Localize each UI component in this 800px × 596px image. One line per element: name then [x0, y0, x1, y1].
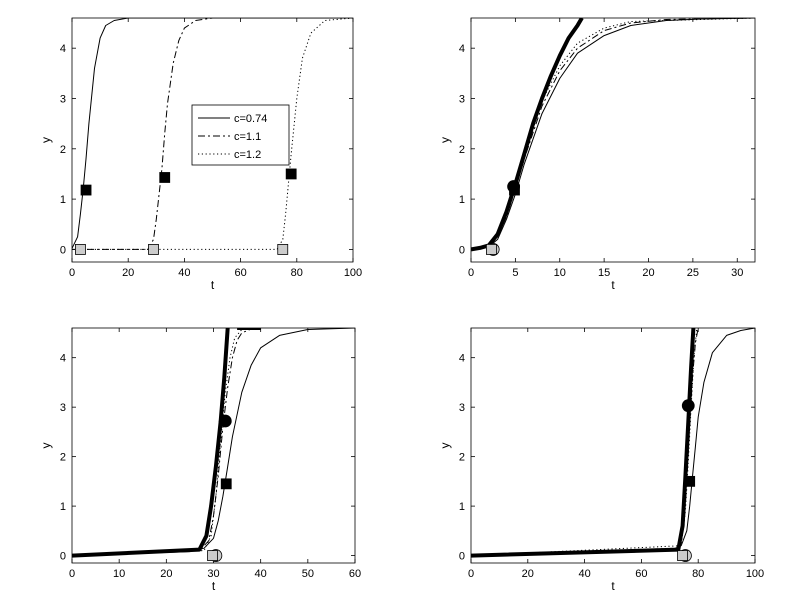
x-tick-label: 30 — [731, 267, 743, 279]
square-marker — [285, 168, 297, 180]
y-tick-label: 1 — [459, 194, 465, 206]
x-tick-label: 100 — [746, 568, 764, 580]
y-tick-label: 2 — [60, 452, 66, 464]
circle-marker — [218, 414, 232, 428]
y-tick-label: 0 — [459, 551, 465, 563]
series-line-2 — [471, 18, 755, 249]
x-tick-label: 30 — [207, 568, 219, 580]
y-tick-label: 3 — [60, 93, 66, 105]
x-tick-label: 20 — [642, 267, 654, 279]
axes-box — [470, 17, 756, 263]
y-tick-label: 1 — [60, 194, 66, 206]
series-line-2 — [72, 328, 261, 557]
square-marker — [207, 550, 218, 561]
x-tick-label: 40 — [178, 267, 190, 279]
y-tick-label: 0 — [60, 244, 66, 256]
x-tick-label: 10 — [113, 568, 125, 580]
y-axis-label: y — [438, 137, 452, 143]
series-group — [471, 328, 755, 558]
chart-panel-4: 0 20 40 60 80 100 0 1 2 3 4 t y — [438, 327, 764, 593]
axes-box — [71, 327, 356, 564]
series-line-1 — [72, 18, 353, 249]
legend-box — [191, 104, 290, 166]
x-axis-label: t — [211, 278, 215, 292]
series-line-1 — [72, 328, 355, 557]
y-tick-label: 3 — [60, 402, 66, 414]
x-axis-label: t — [212, 579, 216, 593]
square-marker — [80, 184, 92, 196]
series-line-1 — [471, 18, 755, 249]
y-tick-label: 3 — [459, 402, 465, 414]
y-tick-label: 0 — [60, 551, 66, 563]
x-tick-label: 50 — [302, 568, 314, 580]
y-axis-label: y — [39, 137, 53, 143]
x-tick-label: 25 — [687, 267, 699, 279]
x-axis-label: t — [611, 579, 615, 593]
x-tick-label: 0 — [69, 267, 75, 279]
y-tick-label: 2 — [459, 452, 465, 464]
series-group — [471, 18, 755, 252]
square-marker — [677, 550, 688, 561]
series-line-4 — [471, 18, 584, 252]
x-tick-label: 0 — [69, 568, 75, 580]
x-tick-label: 80 — [692, 568, 704, 580]
series-line-4 — [471, 328, 696, 558]
square-marker — [75, 244, 86, 255]
square-marker — [684, 475, 696, 487]
x-tick-label: 20 — [122, 267, 134, 279]
chart-panel-2: 0 5 10 15 20 25 30 0 1 2 3 4 t y — [438, 17, 756, 292]
legend-label-3: c=1.2 — [234, 149, 261, 161]
y-tick-label: 2 — [60, 144, 66, 156]
square-marker — [220, 478, 232, 490]
y-tick-label: 3 — [459, 93, 465, 105]
series-line-1 — [471, 328, 755, 557]
x-tick-label: 0 — [468, 267, 474, 279]
series-line-3 — [471, 18, 755, 249]
x-tick-label: 20 — [160, 568, 172, 580]
x-tick-label: 5 — [512, 267, 518, 279]
y-tick-label: 2 — [459, 144, 465, 156]
legend: c=0.74 c=1.1 c=1.2 — [191, 104, 290, 166]
y-tick-label: 4 — [60, 43, 66, 55]
chart-panel-1: 0 20 40 60 80 100 0 1 2 3 4 t y c=0.74 c=1.1 c=1.2 — [39, 17, 362, 292]
chart-panel-3: 0 10 20 30 40 50 60 0 1 2 3 4 t y — [39, 327, 361, 593]
square-marker — [159, 172, 171, 183]
x-tick-label: 100 — [344, 267, 362, 279]
series-group — [72, 18, 353, 250]
square-marker — [148, 244, 159, 255]
y-axis-label: y — [39, 443, 53, 449]
x-tick-label: 20 — [522, 568, 534, 580]
x-tick-label: 40 — [255, 568, 267, 580]
y-tick-label: 4 — [459, 353, 465, 365]
legend-label-2: c=1.1 — [234, 131, 261, 143]
legend-label-1: c=0.74 — [234, 113, 267, 125]
square-marker — [486, 244, 497, 255]
x-tick-label: 15 — [598, 267, 610, 279]
x-axis-label: t — [611, 278, 615, 292]
y-tick-label: 4 — [60, 353, 66, 365]
series-line-2 — [471, 328, 699, 557]
axes-box — [470, 327, 756, 564]
series-line-2 — [72, 18, 353, 250]
y-tick-label: 4 — [459, 43, 465, 55]
y-tick-label: 1 — [60, 501, 66, 513]
x-tick-label: 40 — [578, 568, 590, 580]
series-line-3 — [72, 328, 261, 557]
square-marker — [509, 184, 520, 196]
series-line-4 — [72, 328, 230, 558]
x-tick-label: 60 — [234, 267, 246, 279]
series-group — [72, 328, 355, 558]
y-axis-label: y — [438, 443, 452, 449]
x-tick-label: 60 — [635, 568, 647, 580]
x-tick-label: 10 — [554, 267, 566, 279]
series-line-3 — [471, 328, 698, 557]
y-tick-label: 1 — [459, 501, 465, 513]
square-marker — [277, 244, 289, 255]
x-tick-label: 80 — [291, 267, 303, 279]
circle-marker — [681, 399, 695, 413]
x-tick-label: 0 — [468, 568, 474, 580]
x-tick-label: 60 — [349, 568, 361, 580]
y-tick-label: 0 — [459, 244, 465, 256]
